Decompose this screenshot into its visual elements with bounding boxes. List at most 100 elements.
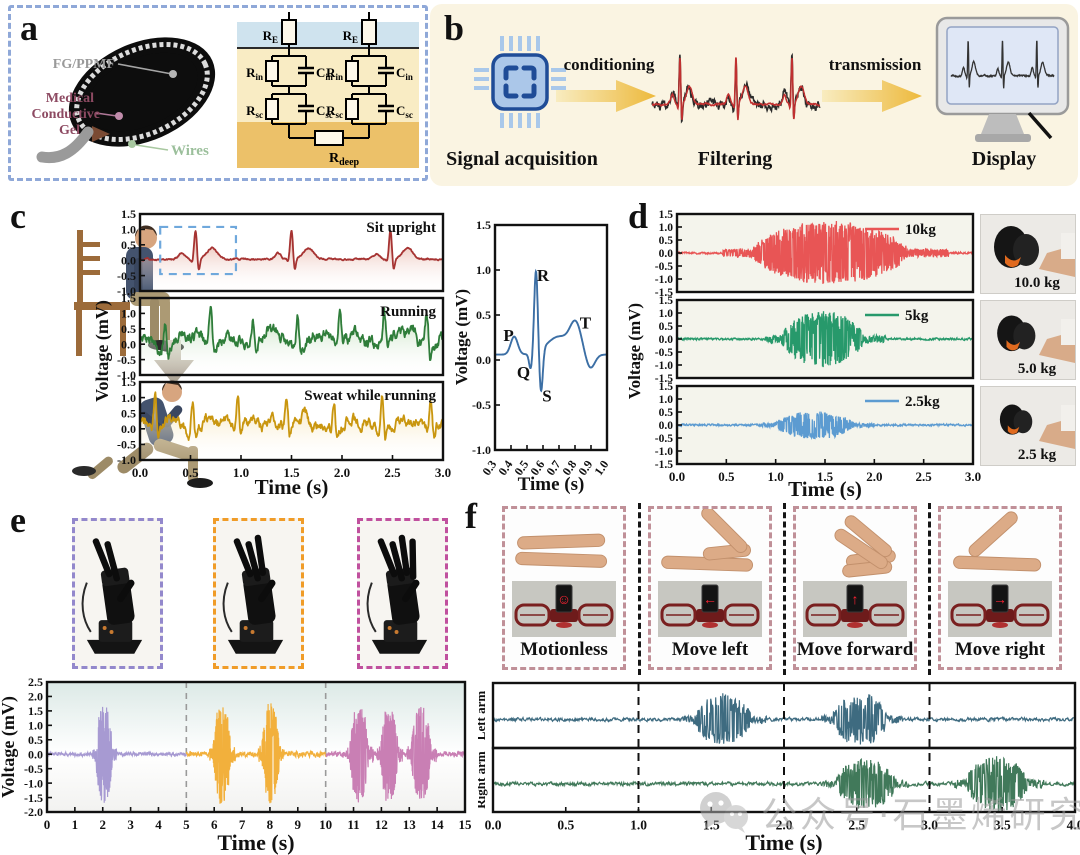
svg-text:13: 13 [403, 817, 417, 832]
svg-text:0.5: 0.5 [718, 469, 735, 484]
svg-text:4.0: 4.0 [1067, 818, 1080, 833]
svg-text:-1.5: -1.5 [655, 373, 673, 385]
trace-gesture-1 [47, 706, 187, 803]
gesture-separator [783, 503, 786, 675]
drone-icon: → [950, 584, 1050, 628]
svg-text:6: 6 [211, 817, 218, 832]
svg-text:-0.5: -0.5 [117, 438, 136, 452]
svg-text:3: 3 [127, 817, 134, 832]
svg-text:0.5: 0.5 [182, 465, 199, 480]
robot-hand-photo-3 [357, 518, 448, 669]
svg-text:Rsc: Rsc [246, 103, 263, 120]
svg-text:-1.0: -1.0 [117, 368, 136, 382]
svg-text:2.0: 2.0 [334, 465, 350, 480]
svg-text:2.5: 2.5 [384, 465, 401, 480]
svg-text:2.5: 2.5 [916, 469, 933, 484]
wires-label: Wires [171, 143, 209, 159]
svg-text:0.0: 0.0 [659, 420, 674, 432]
chart-f-svg: Left arm Right arm 0.0 0.5 1.0 1.5 2.0 2.5 3.0 3.… [473, 681, 1080, 855]
drone-photo: ← [658, 581, 762, 637]
panel-f-label: f [465, 496, 477, 536]
drone-icon: ☺ [514, 584, 614, 628]
svg-text:1.5: 1.5 [476, 218, 491, 232]
svg-text:1.5: 1.5 [121, 291, 136, 305]
svg-text:0.5: 0.5 [121, 322, 136, 336]
svg-text:Rin: Rin [246, 65, 263, 82]
conditioning-label: conditioning [563, 55, 655, 74]
svg-text:9: 9 [295, 817, 302, 832]
robot-hand-photo-1 [72, 518, 163, 669]
trace-5kg [677, 311, 973, 368]
svg-text:12: 12 [375, 817, 388, 832]
weight-caption: 10.0 kg [1014, 275, 1060, 291]
svg-text:0: 0 [44, 817, 51, 832]
gesture-label: Move left [671, 639, 749, 660]
weight-photo-10.0 kg: 10.0 kg [980, 214, 1076, 294]
chart-emg-weights: Voltage (mV) 1.5 1.0 0.5 0.0 -0.5 -1.0 -1.5 10kg… [625, 200, 1080, 505]
svg-text:1.5: 1.5 [703, 818, 720, 833]
svg-text:Time (s): Time (s) [788, 477, 862, 500]
wave-label-R: R [537, 266, 550, 285]
trace-gesture-3 [325, 707, 465, 803]
svg-text:8: 8 [267, 817, 274, 832]
svg-text:-0.5: -0.5 [117, 353, 136, 367]
row-label-0: Left arm [478, 691, 488, 741]
trace-10kg [677, 220, 973, 284]
condition-label: Running [380, 304, 436, 320]
weight-caption: 2.5 kg [1018, 447, 1057, 463]
svg-text:10: 10 [319, 817, 332, 832]
svg-text:Rin: Rin [326, 65, 343, 82]
svg-text:3.0: 3.0 [965, 469, 981, 484]
svg-text:3.0: 3.0 [921, 818, 938, 833]
gesture-label: Move right [954, 639, 1046, 660]
trace-2 [140, 391, 443, 441]
svg-text:Voltage (mV): Voltage (mV) [0, 696, 19, 798]
chart-ecg-postures: Voltage (mV) 1.5 1.0 0.5 0.0 -0.5 -1.0 Sit upri… [92, 200, 460, 505]
trace-2.5kg [677, 410, 973, 441]
svg-text:2.5: 2.5 [28, 675, 43, 689]
chart-emg-gestures: Voltage (mV) 2.5 2.0 1.5 1.0 0.5 0.0 -0.5 -1.0 -1… [0, 660, 475, 855]
robot-hand-icon [81, 538, 143, 654]
svg-text:-1.0: -1.0 [655, 274, 673, 286]
svg-text:-1.0: -1.0 [24, 776, 43, 790]
svg-text:-2.0: -2.0 [24, 805, 43, 819]
chart-emg-arms: Left arm Right arm 0.0 0.5 1.0 1.5 2.0 2.5 3.0 3.… [473, 678, 1080, 855]
svg-text:Cin: Cin [316, 65, 333, 82]
svg-text:1.5: 1.5 [28, 704, 43, 718]
svg-text:3.5: 3.5 [994, 818, 1011, 833]
svg-text:1.0: 1.0 [121, 307, 136, 321]
robot-hand-photo-2 [213, 518, 304, 669]
trace-gesture-2 [185, 703, 327, 804]
svg-text:7: 7 [239, 817, 246, 832]
svg-text:0.0: 0.0 [121, 337, 136, 351]
svg-text:-0.5: -0.5 [655, 261, 673, 273]
svg-text:0.0: 0.0 [121, 253, 136, 267]
chart-pqrst-svg: Voltage (mV)1.51.00.50.0-0.5-1.00.30.40.… [452, 218, 611, 495]
svg-text:Rdeep: Rdeep [329, 151, 360, 168]
robot-hand-icon [366, 534, 428, 654]
wave-label-T: T [580, 314, 592, 333]
svg-text:1.5: 1.5 [659, 209, 674, 221]
svg-text:0.5: 0.5 [557, 818, 574, 833]
gesture-box-2: ↑ Move forward [793, 506, 917, 670]
svg-text:-0.5: -0.5 [117, 269, 136, 283]
svg-text:Time (s): Time (s) [255, 475, 329, 499]
display-label: Display [971, 148, 1037, 170]
svg-text:1.0: 1.0 [121, 391, 136, 405]
svg-text:1.5: 1.5 [817, 469, 834, 484]
svg-text:1.5: 1.5 [659, 295, 674, 307]
svg-text:2: 2 [99, 817, 106, 832]
svg-text:Time (s): Time (s) [745, 830, 822, 855]
svg-text:0.5: 0.5 [476, 308, 491, 322]
svg-text:4: 4 [155, 817, 162, 832]
svg-text:1.0: 1.0 [233, 465, 249, 480]
arm-pose-icon [661, 509, 754, 572]
arm-pose-icon [515, 533, 608, 568]
svg-text:-1.0: -1.0 [117, 453, 136, 467]
panel-e-label: e [10, 500, 26, 540]
svg-text:Time (s): Time (s) [217, 830, 294, 855]
svg-text:2.0: 2.0 [776, 818, 793, 833]
gel-label-3: Gel [59, 123, 80, 138]
svg-text:2.0: 2.0 [28, 690, 43, 704]
chart-pqrst: Voltage (mV) 1.5 1.0 0.5 0.0 -0.5 -1.0 0.3 0.4 0.… [452, 200, 620, 503]
